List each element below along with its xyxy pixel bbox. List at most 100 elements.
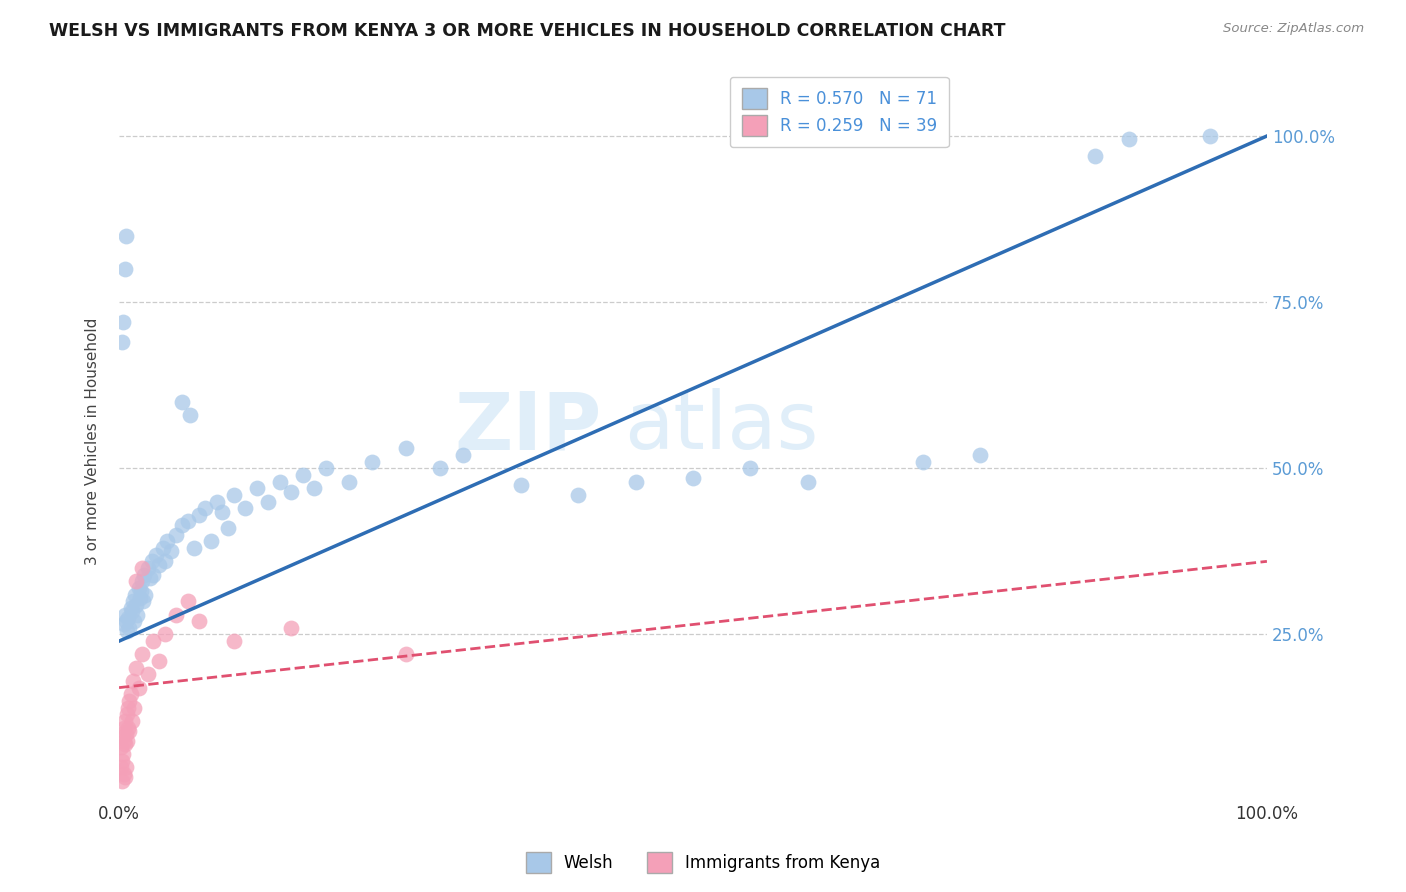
Point bbox=[117, 721, 139, 735]
Point bbox=[132, 594, 155, 608]
Point bbox=[111, 727, 134, 741]
Point bbox=[115, 733, 138, 747]
Point bbox=[797, 475, 820, 489]
Text: ZIP: ZIP bbox=[454, 388, 602, 467]
Point bbox=[115, 707, 138, 722]
Legend: Welsh, Immigrants from Kenya: Welsh, Immigrants from Kenya bbox=[519, 846, 887, 880]
Point bbox=[111, 334, 134, 349]
Point bbox=[118, 723, 141, 738]
Text: Source: ZipAtlas.com: Source: ZipAtlas.com bbox=[1223, 22, 1364, 36]
Point bbox=[148, 558, 170, 572]
Point bbox=[112, 617, 135, 632]
Point bbox=[118, 621, 141, 635]
Point bbox=[159, 544, 181, 558]
Point bbox=[740, 461, 762, 475]
Y-axis label: 3 or more Vehicles in Household: 3 or more Vehicles in Household bbox=[86, 318, 100, 566]
Point bbox=[1118, 132, 1140, 146]
Point bbox=[567, 488, 589, 502]
Point bbox=[128, 591, 150, 605]
Point bbox=[624, 475, 647, 489]
Point bbox=[124, 588, 146, 602]
Point bbox=[115, 624, 138, 639]
Point bbox=[112, 767, 135, 781]
Point bbox=[114, 770, 136, 784]
Point bbox=[139, 571, 162, 585]
Point bbox=[125, 574, 148, 589]
Point bbox=[395, 648, 418, 662]
Point bbox=[114, 261, 136, 276]
Point bbox=[142, 567, 165, 582]
Point bbox=[125, 661, 148, 675]
Point bbox=[337, 475, 360, 489]
Point bbox=[194, 501, 217, 516]
Point bbox=[127, 607, 149, 622]
Point bbox=[134, 567, 156, 582]
Point bbox=[117, 611, 139, 625]
Point bbox=[115, 228, 138, 243]
Point bbox=[131, 648, 153, 662]
Point bbox=[145, 548, 167, 562]
Point bbox=[177, 594, 200, 608]
Point bbox=[110, 740, 132, 755]
Point bbox=[429, 461, 451, 475]
Point bbox=[280, 621, 302, 635]
Point bbox=[233, 501, 256, 516]
Point bbox=[112, 315, 135, 329]
Point bbox=[200, 534, 222, 549]
Point bbox=[280, 484, 302, 499]
Point bbox=[211, 504, 233, 518]
Point bbox=[131, 574, 153, 589]
Point bbox=[148, 654, 170, 668]
Point bbox=[205, 494, 228, 508]
Point bbox=[114, 714, 136, 728]
Point bbox=[291, 467, 314, 482]
Text: WELSH VS IMMIGRANTS FROM KENYA 3 OR MORE VEHICLES IN HOUSEHOLD CORRELATION CHART: WELSH VS IMMIGRANTS FROM KENYA 3 OR MORE… bbox=[49, 22, 1005, 40]
Point bbox=[112, 721, 135, 735]
Point bbox=[969, 448, 991, 462]
Point bbox=[188, 614, 211, 628]
Point bbox=[136, 561, 159, 575]
Point bbox=[269, 475, 291, 489]
Point bbox=[122, 614, 145, 628]
Point bbox=[136, 667, 159, 681]
Point bbox=[129, 584, 152, 599]
Point bbox=[1084, 149, 1107, 163]
Point bbox=[165, 607, 187, 622]
Point bbox=[115, 760, 138, 774]
Point bbox=[128, 681, 150, 695]
Point bbox=[114, 737, 136, 751]
Point bbox=[120, 600, 142, 615]
Point bbox=[117, 700, 139, 714]
Point bbox=[121, 714, 143, 728]
Point bbox=[165, 528, 187, 542]
Point bbox=[453, 448, 475, 462]
Point bbox=[360, 455, 382, 469]
Point bbox=[131, 561, 153, 575]
Point bbox=[257, 494, 280, 508]
Point bbox=[222, 488, 245, 502]
Point bbox=[121, 604, 143, 618]
Text: atlas: atlas bbox=[624, 388, 818, 467]
Point bbox=[156, 534, 179, 549]
Point bbox=[315, 461, 337, 475]
Point bbox=[118, 694, 141, 708]
Point bbox=[122, 700, 145, 714]
Point bbox=[134, 588, 156, 602]
Point bbox=[179, 408, 201, 422]
Point bbox=[121, 594, 143, 608]
Point bbox=[509, 478, 531, 492]
Point bbox=[141, 554, 163, 568]
Point bbox=[172, 395, 194, 409]
Point bbox=[115, 727, 138, 741]
Point bbox=[152, 541, 174, 555]
Point bbox=[142, 634, 165, 648]
Point bbox=[125, 598, 148, 612]
Point bbox=[128, 581, 150, 595]
Point bbox=[121, 673, 143, 688]
Point bbox=[172, 517, 194, 532]
Point bbox=[302, 481, 325, 495]
Point bbox=[114, 607, 136, 622]
Point bbox=[217, 521, 239, 535]
Point bbox=[222, 634, 245, 648]
Point bbox=[111, 773, 134, 788]
